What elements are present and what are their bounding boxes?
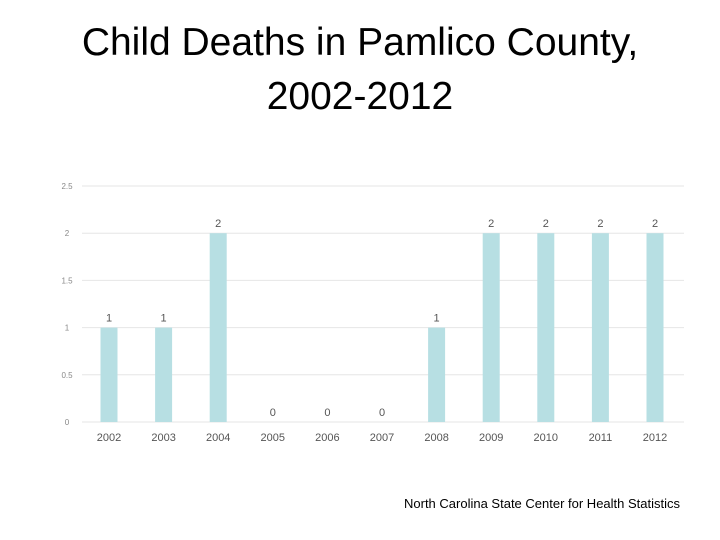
- data-label: 1: [161, 313, 167, 325]
- x-tick-label: 2007: [370, 432, 394, 444]
- x-tick-label: 2005: [261, 432, 285, 444]
- y-tick-label: 0.5: [61, 371, 73, 380]
- bar: [209, 233, 227, 422]
- data-label: 2: [215, 218, 221, 230]
- x-tick-label: 2006: [315, 432, 339, 444]
- data-label: 2: [597, 218, 603, 230]
- data-label: 0: [379, 407, 385, 419]
- x-axis-ticks: 2002 2003 2004 2005 2006 2007 2008 2009 2010 2011…: [97, 432, 667, 444]
- x-tick-label: 2010: [534, 432, 558, 444]
- bar: [537, 233, 555, 422]
- x-tick-label: 2012: [643, 432, 667, 444]
- x-tick-label: 2009: [479, 432, 503, 444]
- data-label: 2: [543, 218, 549, 230]
- x-tick-label: 2008: [424, 432, 448, 444]
- y-tick-label: 1: [65, 324, 70, 333]
- data-label: 1: [106, 313, 112, 325]
- y-tick-label: 0: [65, 418, 70, 427]
- bar: [100, 327, 118, 422]
- bar: [646, 233, 664, 422]
- data-label: 0: [324, 407, 330, 419]
- x-tick-label: 2003: [151, 432, 175, 444]
- grid-lines: [82, 185, 684, 423]
- x-tick-label: 2002: [97, 432, 121, 444]
- bar: [591, 233, 609, 422]
- data-label: 2: [652, 218, 658, 230]
- y-tick-label: 2: [65, 229, 70, 238]
- bar: [155, 327, 173, 422]
- bar: [428, 327, 446, 422]
- data-label: 1: [434, 313, 440, 325]
- data-label: 0: [270, 407, 276, 419]
- y-tick-label: 1.5: [61, 276, 73, 285]
- bar: [482, 233, 500, 422]
- x-tick-label: 2011: [589, 432, 613, 444]
- chart-title-line-1: Child Deaths in Pamlico County,: [81, 21, 639, 64]
- data-label: 2: [488, 218, 494, 230]
- x-tick-label: 2004: [206, 432, 230, 444]
- y-axis-ticks: 0 0.5 1 1.5 2 2.5: [61, 182, 73, 427]
- bars: [100, 233, 664, 422]
- chart-title-line-2: 2002-2012: [266, 75, 454, 118]
- source-note: North Carolina State Center for Health S…: [404, 496, 681, 511]
- y-tick-label: 2.5: [61, 182, 73, 191]
- data-labels: 1 1 2 0 0 0 1 2 2 2 2: [106, 218, 658, 419]
- chart-title: Child Deaths in Pamlico County, 2002-201…: [0, 16, 720, 124]
